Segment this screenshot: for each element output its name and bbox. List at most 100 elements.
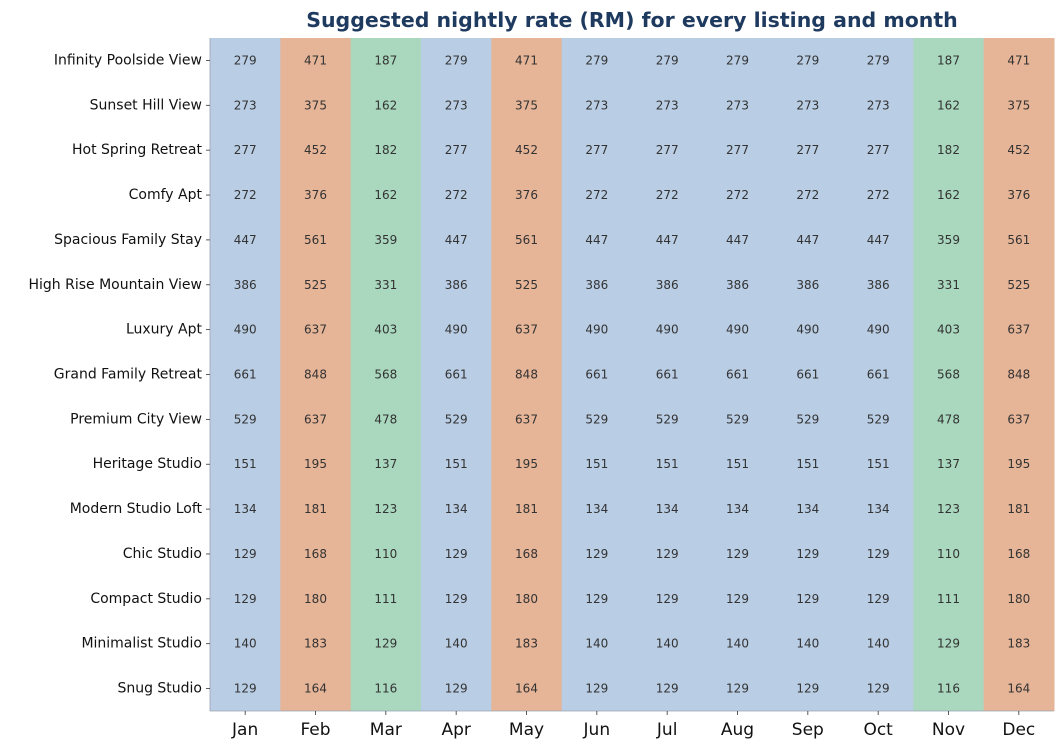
cell-value: 273 — [585, 98, 608, 112]
cell-value: 447 — [726, 233, 749, 247]
cell-value: 151 — [656, 457, 679, 471]
cell-value: 277 — [585, 143, 608, 157]
column-band-nov — [913, 38, 985, 711]
cell-value: 561 — [1007, 233, 1030, 247]
cell-value: 471 — [1007, 53, 1030, 67]
cell-value: 123 — [937, 502, 960, 516]
cell-value: 273 — [445, 98, 468, 112]
cell-value: 129 — [656, 547, 679, 561]
cell-value: 151 — [234, 457, 257, 471]
cell-value: 529 — [234, 412, 257, 426]
cell-value: 162 — [937, 98, 960, 112]
cell-value: 529 — [656, 412, 679, 426]
cell-value: 490 — [585, 323, 608, 337]
cell-value: 273 — [234, 98, 257, 112]
column-label: May — [509, 720, 544, 740]
cell-value: 182 — [374, 143, 397, 157]
cell-value: 164 — [1007, 682, 1030, 696]
cell-value: 279 — [796, 53, 819, 67]
cell-value: 123 — [374, 502, 397, 516]
cell-value: 637 — [304, 323, 327, 337]
cell-value: 129 — [656, 682, 679, 696]
cell-value: 137 — [937, 457, 960, 471]
cell-value: 386 — [234, 278, 257, 292]
cell-value: 661 — [234, 368, 257, 382]
cell-value: 180 — [304, 592, 327, 606]
cell-value: 637 — [515, 412, 538, 426]
cell-value: 168 — [304, 547, 327, 561]
cell-value: 183 — [304, 637, 327, 651]
cell-value: 151 — [867, 457, 890, 471]
cell-value: 137 — [374, 457, 397, 471]
cell-value: 168 — [515, 547, 538, 561]
cell-value: 277 — [867, 143, 890, 157]
column-band-jul — [632, 38, 703, 711]
cell-value: 272 — [445, 188, 468, 202]
cell-value: 180 — [1007, 592, 1030, 606]
cell-value: 116 — [937, 682, 960, 696]
cell-value: 447 — [867, 233, 890, 247]
cell-value: 129 — [445, 682, 468, 696]
cell-value: 359 — [937, 233, 960, 247]
cell-value: 129 — [585, 547, 608, 561]
cell-value: 661 — [656, 368, 679, 382]
cell-value: 129 — [585, 682, 608, 696]
cell-value: 277 — [796, 143, 819, 157]
cell-value: 525 — [304, 278, 327, 292]
cell-value: 447 — [585, 233, 608, 247]
column-label: Oct — [863, 720, 893, 740]
cell-value: 273 — [726, 98, 749, 112]
cell-value: 151 — [796, 457, 819, 471]
cell-value: 129 — [234, 592, 257, 606]
cell-value: 478 — [374, 412, 397, 426]
row-label: Grand Family Retreat — [54, 367, 203, 383]
cell-value: 279 — [656, 53, 679, 67]
row-label: High Rise Mountain View — [29, 277, 203, 293]
cell-value: 273 — [796, 98, 819, 112]
cell-value: 490 — [726, 323, 749, 337]
cell-value: 359 — [374, 233, 397, 247]
cell-value: 129 — [585, 592, 608, 606]
column-label: Mar — [370, 720, 402, 740]
cell-value: 277 — [726, 143, 749, 157]
cell-value: 140 — [445, 637, 468, 651]
column-label: Jan — [231, 720, 258, 740]
row-label: Infinity Poolside View — [54, 52, 202, 68]
cell-value: 183 — [515, 637, 538, 651]
cell-value: 183 — [1007, 637, 1030, 651]
cell-value: 129 — [937, 637, 960, 651]
column-band-sep — [772, 38, 844, 711]
cell-value: 375 — [515, 98, 538, 112]
cell-value: 277 — [445, 143, 468, 157]
cell-value: 129 — [796, 592, 819, 606]
cell-value: 129 — [445, 592, 468, 606]
cell-value: 661 — [445, 368, 468, 382]
cell-value: 162 — [374, 188, 397, 202]
cell-value: 164 — [515, 682, 538, 696]
row-label: Snug Studio — [117, 681, 202, 697]
column-band-oct — [843, 38, 914, 711]
cell-value: 134 — [796, 502, 819, 516]
cell-value: 151 — [585, 457, 608, 471]
cell-value: 111 — [937, 592, 960, 606]
cell-value: 331 — [374, 278, 397, 292]
cell-value: 331 — [937, 278, 960, 292]
cell-value: 116 — [374, 682, 397, 696]
cell-value: 848 — [304, 368, 327, 382]
row-label: Compact Studio — [90, 591, 202, 607]
row-label: Chic Studio — [123, 546, 202, 562]
cell-value: 129 — [867, 547, 890, 561]
cell-value: 134 — [234, 502, 257, 516]
column-label: Nov — [932, 720, 965, 740]
cell-value: 134 — [867, 502, 890, 516]
cell-value: 181 — [1007, 502, 1030, 516]
cell-value: 490 — [234, 323, 257, 337]
cell-value: 376 — [304, 188, 327, 202]
cell-value: 452 — [1007, 143, 1030, 157]
cell-value: 140 — [726, 637, 749, 651]
cell-value: 272 — [726, 188, 749, 202]
cell-value: 195 — [515, 457, 538, 471]
cell-value: 529 — [445, 412, 468, 426]
cell-value: 848 — [1007, 368, 1030, 382]
cell-value: 478 — [937, 412, 960, 426]
